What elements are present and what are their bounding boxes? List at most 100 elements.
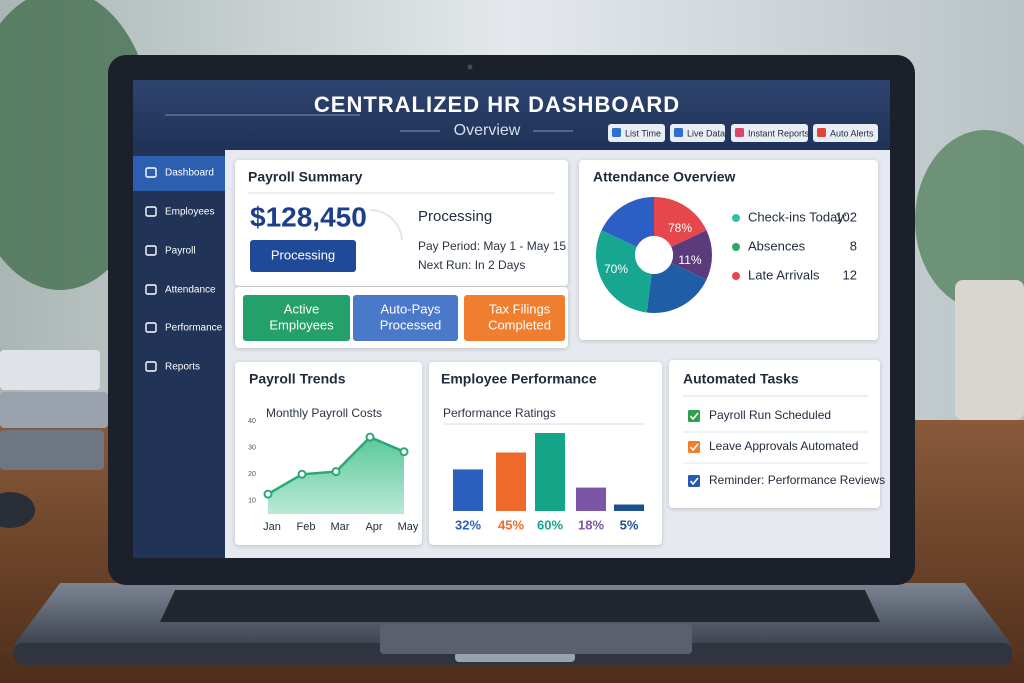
book xyxy=(0,350,100,390)
x-tick-label: Jan xyxy=(263,521,281,533)
laptop-notch xyxy=(455,652,575,662)
bar-value-label: 60% xyxy=(537,517,563,532)
tile[interactable] xyxy=(243,295,350,341)
next-run: Next Run: In 2 Days xyxy=(418,258,525,272)
task-checkbox[interactable] xyxy=(688,441,700,453)
badge-icon xyxy=(612,128,621,137)
legend-dot xyxy=(732,214,740,222)
check-mark xyxy=(689,412,699,421)
tile[interactable] xyxy=(464,295,565,341)
x-tick-label: Feb xyxy=(297,521,316,533)
x-tick-label: Mar xyxy=(331,521,350,533)
panel-title: Payroll Summary xyxy=(248,169,363,185)
nav-item[interactable]: Employees xyxy=(165,207,214,218)
nav-item[interactable]: Reports xyxy=(165,362,200,373)
pie-slice xyxy=(654,197,707,247)
tile[interactable] xyxy=(353,295,458,341)
book xyxy=(0,430,104,470)
tile-label[interactable]: Processed xyxy=(380,317,441,332)
bar-value-label: 32% xyxy=(455,517,481,532)
tile-label[interactable]: Completed xyxy=(488,317,551,332)
panel-title: Attendance Overview xyxy=(593,169,735,185)
bar xyxy=(614,504,644,511)
legend-value: 102 xyxy=(835,209,857,224)
tile-label[interactable]: Employees xyxy=(269,317,334,332)
legend-label: Absences xyxy=(748,238,806,253)
task-checkbox[interactable] xyxy=(688,475,700,487)
pay-period: Pay Period: May 1 - May 15 xyxy=(418,239,566,253)
panel-title: Employee Performance xyxy=(441,371,597,387)
bar-value-label: 18% xyxy=(578,517,604,532)
payroll-amount: $128,450 xyxy=(250,201,367,232)
task-label: Payroll Run Scheduled xyxy=(709,408,831,422)
bar xyxy=(535,433,565,511)
badge-label: Instant Reports xyxy=(748,128,810,138)
active-item[interactable] xyxy=(133,156,225,191)
legend-value: 12 xyxy=(843,267,857,282)
badge[interactable] xyxy=(670,124,725,142)
bar-value-label: 45% xyxy=(498,517,524,532)
slice-label: 11% xyxy=(678,253,701,267)
button-label[interactable]: Processing xyxy=(271,247,335,262)
tile-label[interactable]: Auto-Pays xyxy=(381,301,441,316)
slice-label: 70% xyxy=(604,262,628,276)
check-mark xyxy=(689,443,699,452)
data-point xyxy=(365,432,375,442)
keyboard xyxy=(160,590,880,622)
badge[interactable] xyxy=(608,124,665,142)
tile-label[interactable]: Tax Filings xyxy=(489,301,551,316)
header-title: CENTRALIZED HR DASHBOARD xyxy=(314,92,680,117)
y-tick-label: 10 xyxy=(248,498,256,505)
x-tick-label: May xyxy=(398,521,419,533)
data-point xyxy=(263,489,273,499)
y-tick-label: 30 xyxy=(248,445,256,452)
data-point xyxy=(331,467,341,477)
task-label: Leave Approvals Automated xyxy=(709,439,858,453)
bar xyxy=(453,469,483,511)
legend-label: Check-ins Today: xyxy=(748,209,847,224)
chart-subtitle: Performance Ratings xyxy=(443,406,556,420)
nav-item[interactable]: Attendance xyxy=(165,285,216,296)
tile-label[interactable]: Active xyxy=(284,301,319,316)
badge[interactable] xyxy=(813,124,878,142)
trackpad xyxy=(380,624,692,654)
legend-label: Late Arrivals xyxy=(748,267,820,282)
pie-slice xyxy=(595,230,652,313)
pot xyxy=(955,280,1024,420)
legend-dot xyxy=(732,272,740,280)
y-tick-label: 40 xyxy=(248,418,256,425)
pie-slice xyxy=(646,263,707,313)
panel-title: Automated Tasks xyxy=(683,371,799,387)
badge-label: Auto Alerts xyxy=(830,128,874,138)
sidebar xyxy=(133,150,225,558)
header-subtitle: Overview xyxy=(454,122,521,139)
tasks-panel xyxy=(669,360,880,508)
nav-icon xyxy=(145,322,157,333)
processing-button[interactable] xyxy=(250,240,356,272)
nav-icon xyxy=(145,245,157,256)
mouse xyxy=(0,492,35,528)
nav-item[interactable]: Payroll xyxy=(165,246,196,257)
data-point xyxy=(399,447,409,457)
nav-icon xyxy=(145,167,157,178)
x-tick-label: Apr xyxy=(365,521,382,533)
bar-value-label: 5% xyxy=(620,517,639,532)
legend-dot xyxy=(732,243,740,251)
bar xyxy=(576,487,606,511)
task-checkbox[interactable] xyxy=(688,410,700,422)
status-label: Processing xyxy=(418,208,492,225)
chart-subtitle: Monthly Payroll Costs xyxy=(266,406,382,420)
badge-label: Live Data xyxy=(687,128,725,138)
progress-arc xyxy=(369,208,403,241)
pie-hole xyxy=(635,236,673,274)
pie-slice xyxy=(601,197,654,247)
data-point xyxy=(297,469,307,479)
nav-item[interactable]: Performance xyxy=(165,323,223,334)
legend-value: 8 xyxy=(850,238,857,253)
pie-slice xyxy=(671,230,713,280)
bar xyxy=(496,452,526,511)
nav-item[interactable]: Dashboard xyxy=(165,168,214,179)
panel-title: Payroll Trends xyxy=(249,371,346,387)
badge[interactable] xyxy=(731,124,808,142)
